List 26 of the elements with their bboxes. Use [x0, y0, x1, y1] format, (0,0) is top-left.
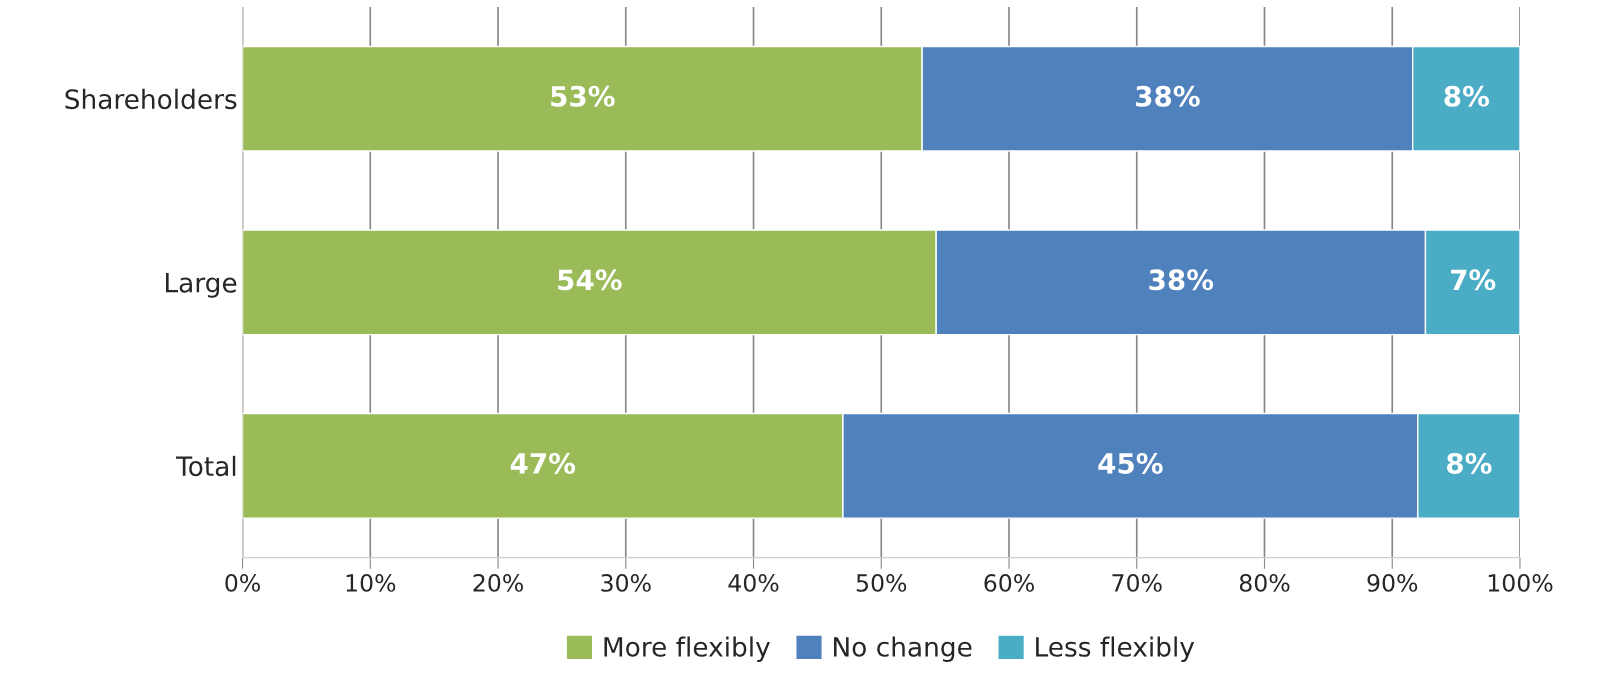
data-label: 53% [551, 85, 615, 107]
data-label: 38% [1136, 85, 1200, 107]
data-label: 38% [1149, 269, 1214, 291]
x-tick-label: 80% [1239, 573, 1290, 592]
x-tick-label: 10% [346, 573, 396, 592]
x-tick-label: 90% [1367, 573, 1418, 592]
x-tick-label: 70% [1112, 573, 1162, 592]
legend-label: Less flexibly [1036, 636, 1195, 662]
x-tick-label: 20% [473, 573, 523, 592]
y-tick-label: Total [175, 455, 236, 477]
x-tick-label: 50% [856, 573, 907, 592]
data-label: 47% [510, 452, 576, 474]
legend-label: More flexibly [604, 636, 770, 662]
data-label: 7% [1450, 269, 1496, 291]
legend-label: No change [834, 636, 972, 662]
data-label: 54% [558, 269, 622, 291]
x-tick-label: 30% [601, 573, 651, 592]
x-tick-label: 40% [728, 573, 779, 592]
y-tick-label: Large [166, 273, 237, 298]
x-tick-label: 100% [1488, 573, 1553, 592]
data-label: 8% [1444, 85, 1490, 107]
x-tick-label: 0% [225, 573, 260, 592]
data-label: 45% [1098, 452, 1163, 474]
y-tick-label: Shareholders [65, 88, 237, 110]
x-tick-label: 60% [984, 573, 1034, 592]
data-label: 8% [1447, 452, 1492, 474]
